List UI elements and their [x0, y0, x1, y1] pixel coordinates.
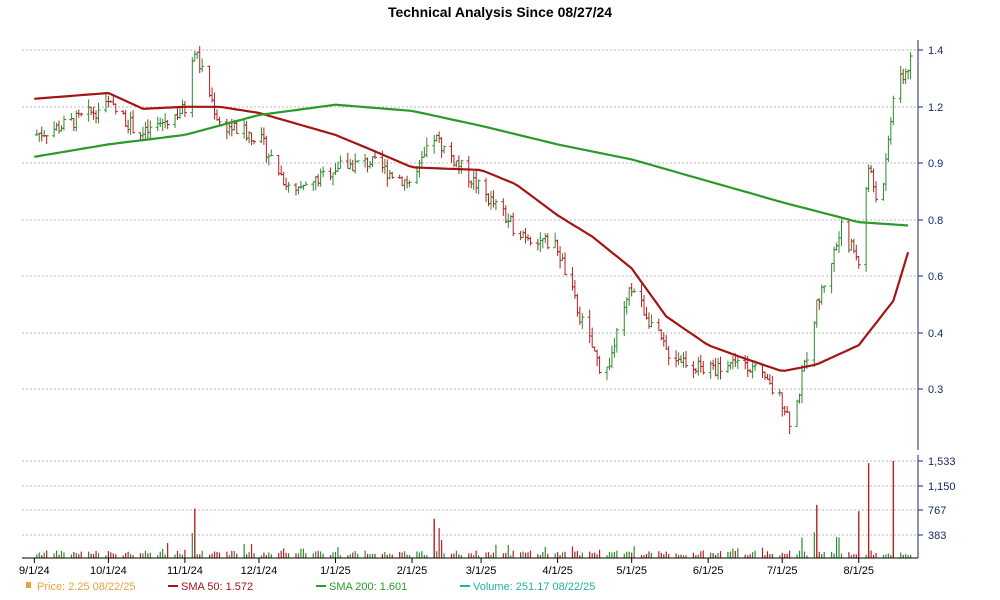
legend-volume-label: Volume: 251.17 08/22/25 [473, 581, 595, 593]
x-tick-label: 7/1/25 [767, 565, 798, 577]
legend-price-swatch [26, 582, 31, 588]
price-tick-label: 1.4 [928, 45, 943, 57]
price-bars [34, 45, 913, 435]
chart-axes: 1.4 1.2 0.9 0.8 0.6 0.4 0.3 1,533 1,150 767 383 9/1… [19, 40, 956, 577]
chart-title: Technical Analysis Since 08/27/24 [388, 4, 612, 20]
volume-tick-label: 1,150 [928, 481, 956, 493]
moving-average-lines [34, 91, 910, 372]
price-tick-label: 0.6 [928, 271, 943, 283]
x-tick-label: 10/1/24 [90, 565, 127, 577]
sma200-line [34, 103, 909, 227]
legend-sma200-label: SMA 200: 1.601 [329, 581, 407, 593]
price-tick-label: 0.8 [928, 215, 943, 227]
legend-sma50-label: SMA 50: 1.572 [181, 581, 253, 593]
legend-price-label: Price: 2.25 08/22/25 [37, 581, 135, 593]
volume-gridlines [22, 460, 918, 536]
volume-bars [36, 461, 912, 558]
price-tick-label: 0.9 [928, 158, 943, 170]
x-tick-label: 12/1/24 [241, 565, 278, 577]
x-tick-label: 4/1/25 [542, 565, 573, 577]
price-tick-label: 0.3 [928, 384, 943, 396]
price-gridlines [22, 49, 918, 390]
x-tick-label: 6/1/25 [693, 565, 724, 577]
price-tick-label: 0.4 [928, 328, 943, 340]
x-tick-label: 3/1/25 [466, 565, 497, 577]
price-tick-label: 1.2 [928, 102, 943, 114]
chart-legend: Price: 2.25 08/22/25 SMA 50: 1.572 SMA 200… [26, 581, 595, 593]
sma50-line [34, 91, 910, 372]
x-tick-label: 11/1/24 [167, 565, 203, 577]
volume-tick-label: 767 [928, 505, 946, 517]
x-tick-label: 8/1/25 [843, 565, 874, 577]
x-tick-label: 5/1/25 [616, 565, 647, 577]
x-tick-label: 9/1/24 [19, 565, 50, 577]
x-tick-label: 2/1/25 [397, 565, 428, 577]
x-tick-label: 1/1/25 [320, 565, 351, 577]
volume-tick-label: 383 [928, 530, 946, 542]
volume-tick-label: 1,533 [928, 456, 956, 468]
